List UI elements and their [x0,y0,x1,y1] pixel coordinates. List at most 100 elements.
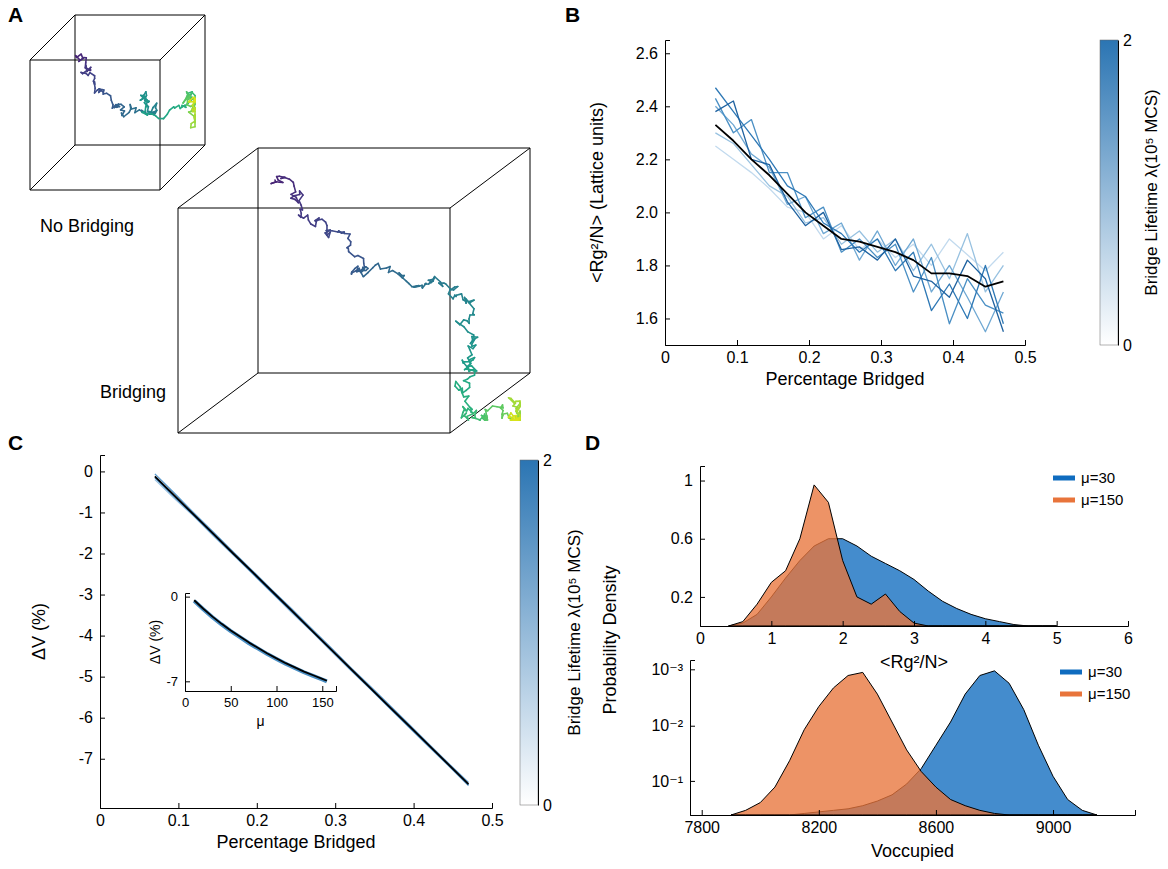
tick-mark [771,621,772,626]
tick-mark [1057,621,1058,626]
polymer-segment [194,99,196,102]
tick-label: -2 [79,545,93,562]
tick: 2 [1118,32,1132,49]
tick: 150 [312,686,334,710]
tick: 3 [910,621,919,647]
tick: 0 [84,463,105,480]
tick-mark [100,636,105,637]
polymer-segment [465,396,469,401]
tick: -4 [79,627,105,644]
tick: 0.1 [726,340,748,366]
polymer-segment [460,387,462,393]
tick: 5 [1053,621,1062,647]
tick: -5 [79,668,105,685]
tick-label: 0.2 [671,589,693,606]
polymer-segment [464,410,465,412]
axis: 00.10.20.30.40.5 [96,803,504,829]
polymer-segment [79,58,83,61]
cube-edge [160,145,205,190]
legend-label: μ=150 [1088,685,1130,702]
tick-label: 1 [767,630,776,647]
polymer-segment [488,406,493,411]
tick-label: 2 [839,630,848,647]
plot-area [715,88,1003,332]
polymer-segment [153,103,157,107]
polymer-segment [448,294,453,299]
polymer-segment [190,92,192,96]
tick-label: 2.2 [636,151,658,168]
tick-label: 0 [1123,337,1132,354]
series-line [155,480,469,786]
polymer-segment [435,277,441,282]
series-line [194,600,327,680]
tick-label: 5 [1053,630,1062,647]
tick-mark [690,726,695,727]
tick-label: 0.4 [942,349,964,366]
polymer-segment [358,256,364,259]
tick: 0.2 [798,340,820,366]
tick-label: 0 [171,589,178,604]
polymer-segment [472,366,477,371]
polymer-segment [454,286,458,289]
tick-label: 0.5 [481,812,503,829]
axis-line [101,803,493,809]
polymer-segment [164,114,168,118]
tick-label: 100 [266,695,288,710]
plot-area [194,600,327,681]
axis: 02 [538,452,552,814]
tick-label: 2 [543,452,552,469]
polymer-segment [514,419,519,421]
density-area [731,671,1097,815]
cube-edge [258,373,530,374]
polymer-segment [469,303,474,309]
tick-label: 4 [981,630,990,647]
tick-mark [819,810,820,815]
cube-edge [75,15,76,145]
polymer-segment [431,278,435,283]
polymer-segment [294,194,300,195]
tick-label: 0 [696,630,705,647]
tick-label: 6 [1124,630,1133,647]
tick-label: -1 [79,504,93,521]
tick-label: 0.6 [671,530,693,547]
tick: -6 [79,709,105,726]
panel-letter: B [565,3,580,26]
axis-line [186,594,191,692]
cube-edge [30,60,160,61]
polymer-segment [81,72,86,75]
tick: 50 [224,686,238,710]
tick-mark [700,597,705,598]
tick-mark [881,340,882,345]
cube-edge [160,15,205,60]
polymer-segment [332,231,338,232]
tick-label: 10⁻³ [651,661,683,678]
axis-line [666,340,1026,346]
tick: 0 [538,797,552,814]
polymer-segment [470,350,472,355]
tick-label: 2.0 [636,204,658,221]
polymer-segment [294,186,296,192]
tick: 0.1 [168,803,190,829]
tick: -7 [166,674,190,689]
polymer-segment [187,92,190,96]
tick-label: 0.5 [1014,349,1036,366]
tick: 1 [767,621,776,647]
cube-edge [30,190,160,191]
axis-line [101,456,106,809]
cube-edge [75,15,205,16]
tick-label: 0 [182,695,189,710]
polymer-segment [85,58,87,63]
axis: 1.61.82.02.22.42.6 [636,41,670,346]
colorbar [1100,40,1118,345]
tick-label: 1 [684,472,693,489]
cube-edge [178,208,450,209]
axis: 02 [1118,32,1132,354]
tick-mark [809,340,810,345]
polymer-segment [472,339,475,345]
tick-label: 0.3 [325,812,347,829]
polymer-segment [467,368,473,371]
tick: 0.3 [870,340,892,366]
tick-mark [100,471,105,472]
tick-mark [322,686,323,691]
polymer-segment [79,58,84,62]
